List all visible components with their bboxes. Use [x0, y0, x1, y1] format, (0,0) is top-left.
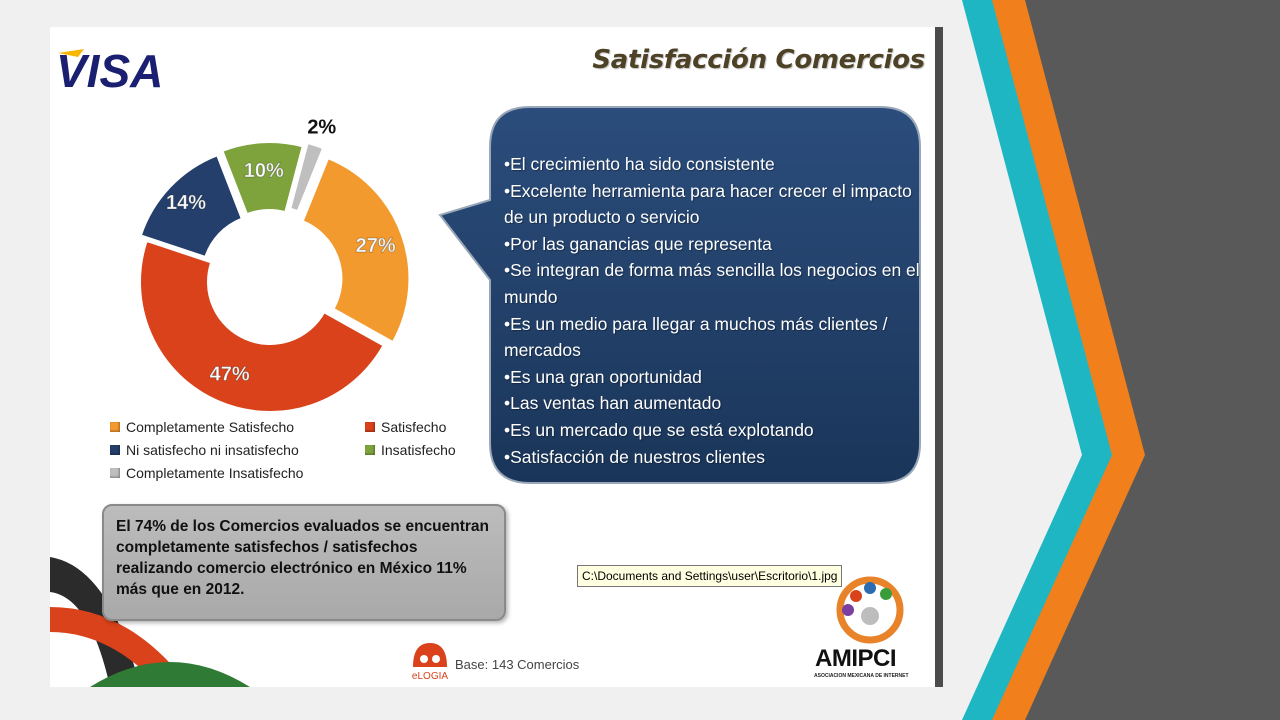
slide-edge — [935, 27, 943, 687]
slice-label: 10% — [244, 160, 284, 182]
reason-item: •Las ventas han aumentado — [504, 393, 722, 414]
legend-item: Completamente Insatisfecho — [110, 465, 303, 481]
elogia-logo: eLOGIA — [412, 643, 448, 682]
legend-swatch — [365, 422, 375, 432]
decorative-swirl — [50, 557, 250, 687]
slice-label: 27% — [356, 235, 396, 257]
reason-item: •Es un medio para llegar a muchos más cl… — [504, 313, 888, 361]
legend-swatch — [110, 468, 120, 478]
summary-text: El 74% de los Comercios evaluados se enc… — [116, 518, 490, 598]
donut-slice — [139, 239, 385, 413]
legend-swatch — [110, 422, 120, 432]
visa-logo: VISA — [56, 45, 163, 95]
legend-item: Ni satisfecho ni insatisfecho — [110, 442, 299, 458]
reason-item: •El crecimiento ha sido consistente — [504, 154, 775, 174]
speech-bubble — [438, 106, 921, 484]
reason-item: •Es un mercado que se está explotando — [504, 419, 814, 440]
satisfaction-donut-chart: 27% 47% 14% 10% 2% — [139, 116, 411, 413]
legend-label: Ni satisfecho ni insatisfecho — [126, 442, 299, 458]
slide-image: VISA Satisfacción Comercios 27% 47% 14% 10%… — [50, 27, 943, 687]
legend-item: Satisfecho — [365, 419, 446, 435]
amipci-subtitle: ASOCIACION MEXICANA DE INTERNET — [814, 673, 909, 679]
chart-legend: Completamente Satisfecho Satisfecho Ni sat… — [110, 419, 490, 485]
legend-item: Insatisfecho — [365, 442, 456, 458]
reason-item: •Por las ganancias que representa — [504, 233, 772, 254]
reason-item: •Satisfacción de nuestros clientes — [504, 446, 765, 467]
slide-title: Satisfacción Comercios — [592, 45, 925, 75]
donut-slice — [289, 141, 325, 213]
donut-slice — [221, 141, 304, 216]
base-note: Base: 143 Comercios — [455, 657, 580, 672]
legend-label: Completamente Satisfecho — [126, 419, 295, 435]
slice-label: 2% — [307, 116, 336, 138]
legend-item: Completamente Satisfecho — [110, 419, 294, 435]
amipci-name: AMIPCI — [815, 645, 897, 672]
slice-label: 47% — [210, 363, 250, 385]
legend-label: Completamente Insatisfecho — [126, 465, 304, 481]
reason-item: •Se integran de forma más sencilla los n… — [504, 260, 920, 307]
legend-label: Insatisfecho — [381, 442, 456, 458]
legend-label: Satisfecho — [381, 419, 447, 435]
legend-swatch — [110, 445, 120, 455]
reason-item: •Es una gran oportunidad — [504, 366, 702, 387]
donut-slice — [301, 156, 411, 344]
slice-label: 14% — [166, 192, 206, 214]
legend-swatch — [365, 445, 375, 455]
reason-item: •Excelente herramienta para hacer crecer… — [504, 180, 912, 228]
orange-stripe — [992, 0, 1145, 720]
file-path-tooltip: C:\Documents and Settings\user\Escritori… — [577, 565, 843, 587]
summary-callout: El 74% de los Comercios evaluados se enc… — [102, 504, 506, 621]
amipci-logo-icon — [836, 576, 904, 644]
donut-slice — [139, 153, 244, 259]
reasons-list: •El crecimiento ha sido consistente •Exce… — [504, 151, 924, 470]
elogia-text: eLOGIA — [412, 671, 448, 682]
